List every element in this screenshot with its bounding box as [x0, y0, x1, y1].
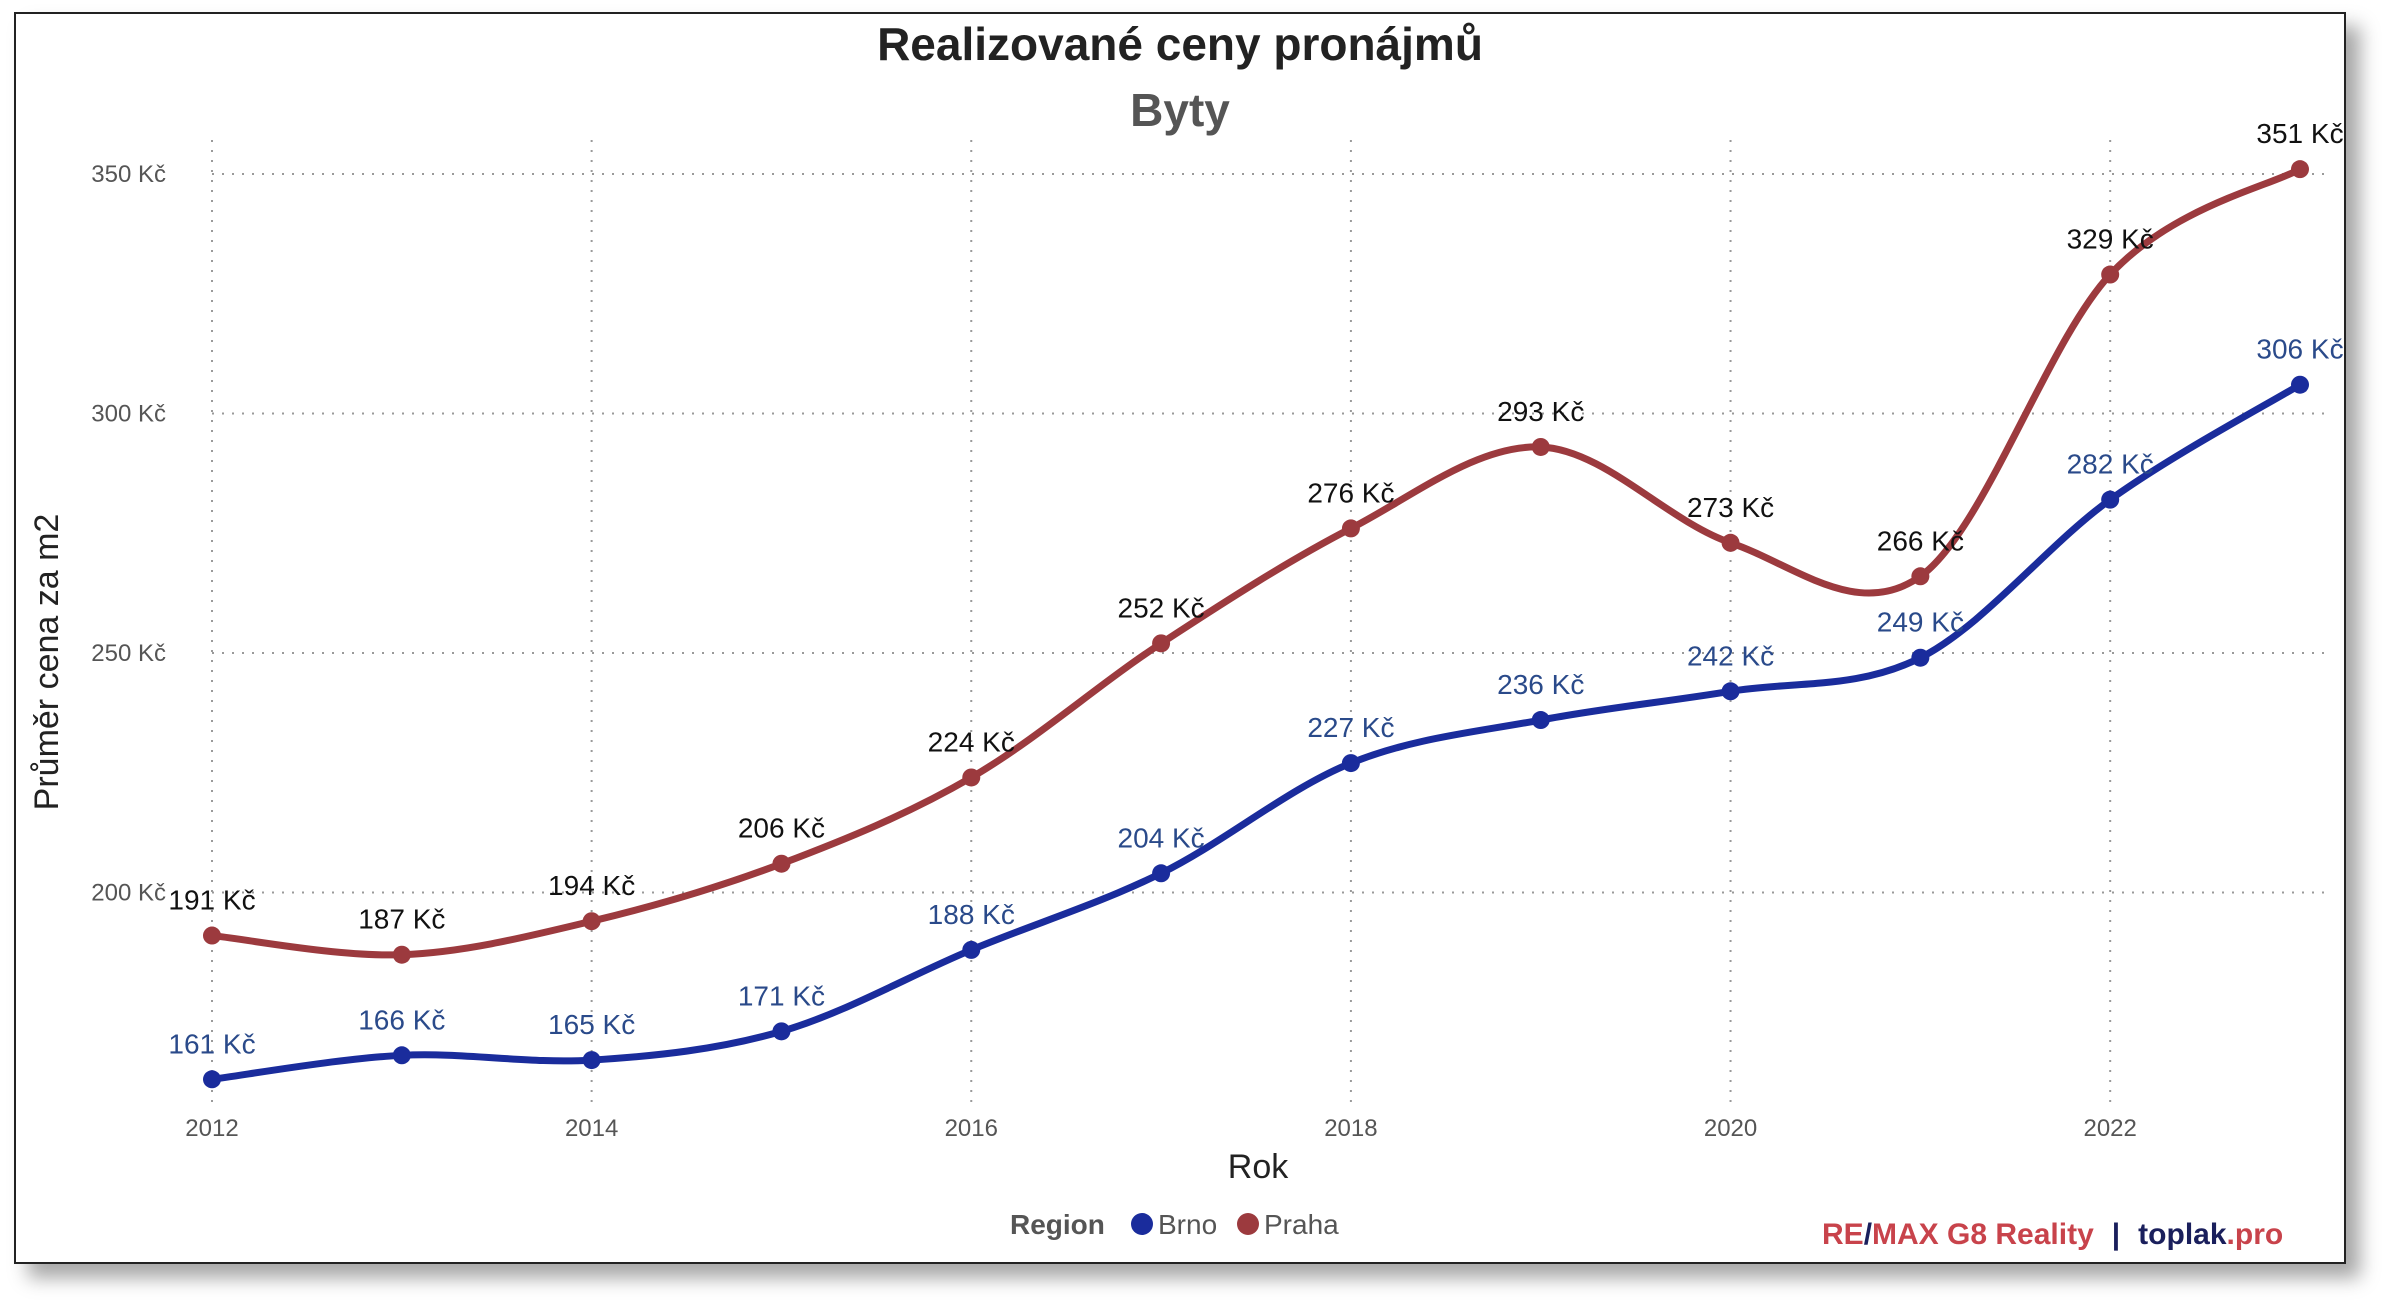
- data-point-brno: [1152, 864, 1171, 883]
- data-label-praha: 206 Kč: [738, 813, 825, 844]
- data-label-brno: 171 Kč: [738, 980, 825, 1011]
- data-point-praha: [1531, 437, 1550, 456]
- data-point-brno: [1911, 648, 1930, 667]
- credit-domain: .pro: [2227, 1218, 2284, 1251]
- data-point-brno: [582, 1051, 601, 1070]
- data-label-brno: 227 Kč: [1307, 712, 1394, 743]
- data-point-praha: [203, 926, 221, 945]
- data-label-praha: 191 Kč: [168, 885, 255, 916]
- credit-text: RE/MAX G8 Reality | toplak.pro: [1822, 1218, 2283, 1251]
- data-label-brno: 306 Kč: [2256, 334, 2343, 365]
- label-layer: 161 Kč 166 Kč 165 Kč 171 Kč 188 Kč 204 Kč 227 …: [168, 118, 2343, 1059]
- x-tick-label: 2018: [1324, 1115, 1377, 1142]
- data-point-praha: [772, 854, 791, 873]
- data-label-brno: 242 Kč: [1687, 640, 1774, 671]
- data-point-brno: [2291, 375, 2309, 394]
- legend-title: Region: [1010, 1209, 1105, 1240]
- legend-marker-brno: [1131, 1213, 1153, 1235]
- y-tick-label: 250 Kč: [91, 640, 166, 667]
- legend-label-praha: Praha: [1264, 1209, 1339, 1240]
- data-label-brno: 282 Kč: [2067, 449, 2154, 480]
- data-point-praha: [962, 768, 981, 787]
- data-label-praha: 252 Kč: [1118, 592, 1205, 623]
- data-point-brno: [1341, 754, 1360, 773]
- x-axis-title: Rok: [1228, 1148, 1289, 1186]
- data-point-praha: [582, 912, 601, 931]
- data-point-praha: [1341, 519, 1360, 538]
- x-tick-label: 2022: [2083, 1115, 2136, 1142]
- data-point-praha: [392, 945, 411, 964]
- data-label-praha: 273 Kč: [1687, 492, 1774, 523]
- data-point-brno: [2101, 490, 2120, 509]
- data-point-brno: [962, 940, 981, 959]
- data-point-brno: [203, 1070, 221, 1089]
- data-label-brno: 188 Kč: [928, 899, 1015, 930]
- data-label-praha: 224 Kč: [928, 726, 1015, 757]
- data-point-brno: [1721, 682, 1740, 701]
- data-label-praha: 194 Kč: [548, 870, 635, 901]
- credit-divider: |: [2112, 1218, 2120, 1251]
- series-line-praha: [208, 165, 2304, 959]
- x-tick-label: 2016: [945, 1115, 998, 1142]
- data-label-brno: 161 Kč: [168, 1028, 255, 1059]
- legend: Region Brno Praha: [1010, 1209, 1339, 1240]
- legend-label-brno: Brno: [1158, 1209, 1217, 1240]
- x-tick-label: 2014: [565, 1115, 618, 1142]
- line-layer: [203, 160, 2309, 1089]
- data-label-brno: 236 Kč: [1497, 669, 1584, 700]
- data-label-praha: 293 Kč: [1497, 396, 1584, 427]
- data-label-praha: 187 Kč: [358, 904, 445, 935]
- chart-title: Realizované ceny pronájmů: [877, 18, 1483, 70]
- data-point-brno: [1531, 711, 1550, 730]
- data-label-praha: 276 Kč: [1307, 477, 1394, 508]
- y-tick-label: 350 Kč: [91, 161, 166, 188]
- data-point-praha: [2101, 265, 2120, 284]
- y-tick-label: 200 Kč: [91, 879, 166, 906]
- data-label-praha: 266 Kč: [1877, 525, 1964, 556]
- data-point-praha: [1721, 533, 1740, 552]
- data-point-praha: [2291, 160, 2309, 179]
- legend-marker-praha: [1237, 1213, 1259, 1235]
- data-label-brno: 249 Kč: [1877, 607, 1964, 638]
- data-label-praha: 351 Kč: [2256, 118, 2343, 149]
- credit-agency: MAX G8 Reality: [1872, 1218, 2094, 1251]
- data-label-brno: 166 Kč: [358, 1004, 445, 1035]
- credit-remax: RE: [1822, 1218, 1864, 1251]
- tick-layer: 200 Kč 250 Kč 300 Kč 350 Kč 2012 2014 2016 2018…: [91, 161, 2137, 1142]
- data-label-brno: 165 Kč: [548, 1009, 635, 1040]
- credit-toplak: toplak: [2138, 1218, 2227, 1251]
- data-label-brno: 204 Kč: [1118, 822, 1205, 853]
- data-point-brno: [772, 1022, 791, 1041]
- data-point-brno: [392, 1046, 411, 1065]
- data-label-praha: 329 Kč: [2067, 224, 2154, 255]
- credit-slash: /: [1864, 1218, 1873, 1251]
- y-tick-label: 300 Kč: [91, 400, 166, 427]
- x-tick-label: 2020: [1704, 1115, 1757, 1142]
- x-tick-label: 2012: [185, 1115, 238, 1142]
- y-axis-title: Průměr cena za m2: [28, 514, 66, 811]
- data-point-praha: [1911, 567, 1930, 586]
- grid-layer: [211, 140, 2326, 1108]
- data-point-praha: [1152, 634, 1171, 653]
- chart-subtitle: Byty: [1130, 84, 1230, 136]
